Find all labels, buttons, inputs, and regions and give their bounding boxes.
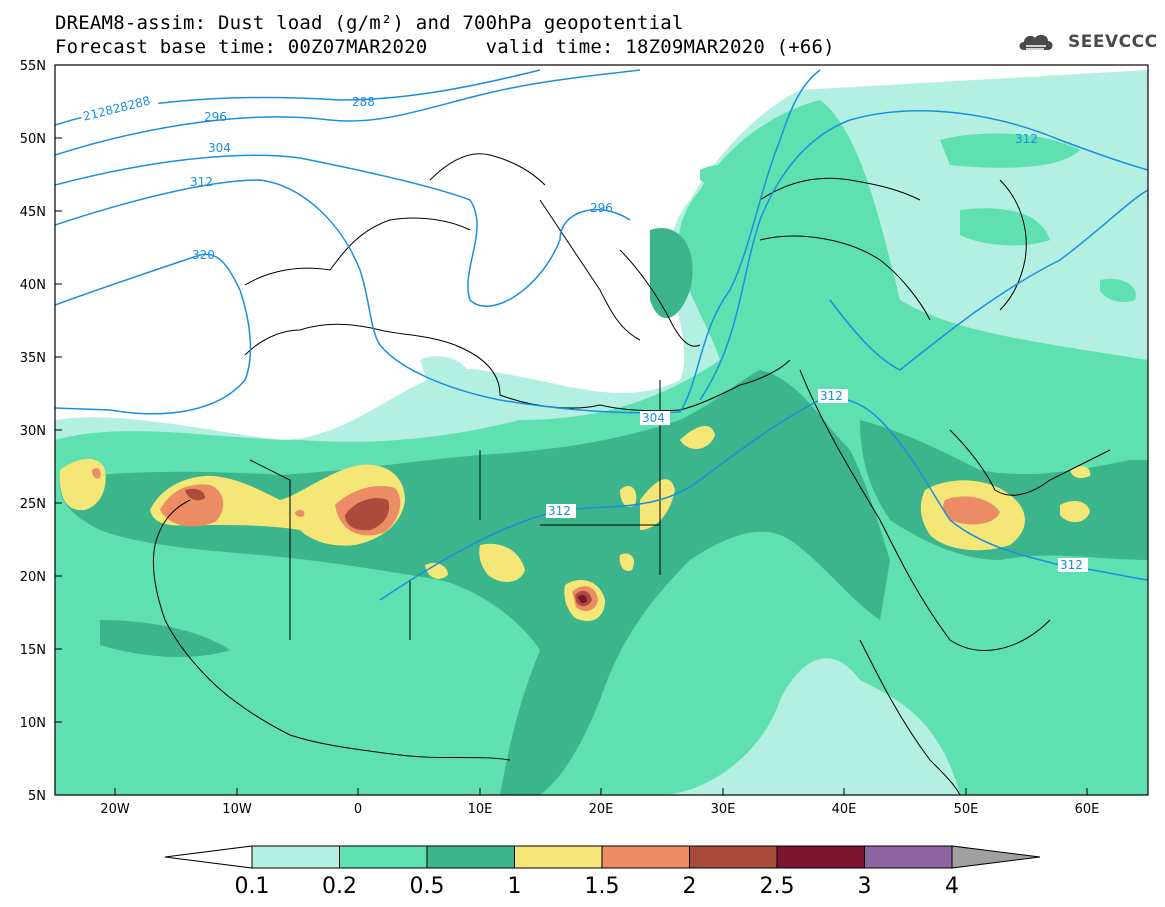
contour-label-312-levant: 312: [820, 389, 843, 403]
colorbar-label: 1.5: [585, 874, 620, 899]
contour-label-312: 312: [190, 175, 213, 189]
lon-label: 20E: [589, 802, 614, 817]
cloud-icon: [1019, 34, 1053, 50]
longitude-axis: 20W 10W 0 10E 20E 30E 40E 50E 60E: [100, 788, 1099, 817]
lat-label: 5N: [28, 789, 46, 804]
map-title: DREAM8-assim: Dust load (g/m²) and 700hP…: [55, 12, 684, 34]
lon-label: 60E: [1075, 802, 1100, 817]
lat-label: 40N: [20, 278, 46, 293]
dust-level-1: [59, 425, 1091, 621]
contour-label-312-arabia: 312: [1060, 558, 1083, 572]
colorbar-over-arrow: [951, 845, 1041, 869]
geopotential-contours: [55, 69, 1148, 601]
lon-label: 10W: [222, 802, 252, 817]
lat-label: 20N: [20, 570, 46, 585]
lat-label: 45N: [20, 205, 46, 220]
colorbar-label: 0.5: [410, 874, 445, 899]
colorbar-swatch: [339, 845, 428, 869]
forecast-time-subtitle: Forecast base time: 00Z07MAR2020 valid t…: [55, 36, 835, 58]
contour-labels: 212828288 288 296 296 304 312 312 320 30…: [79, 90, 1088, 572]
lon-label: 0: [354, 802, 362, 817]
lon-label: 40E: [832, 802, 857, 817]
colorbar-label: 2: [683, 874, 697, 899]
colorbar-label: 3: [858, 874, 872, 899]
contour-label-320: 320: [192, 248, 215, 262]
colorbar-swatch: [514, 845, 603, 869]
dust-field: 212828288 288 296 296 304 312 312 320 30…: [55, 69, 1148, 795]
contour-label-288: 288: [352, 95, 375, 109]
colorbar-label: 2.5: [760, 874, 795, 899]
colorbar-label: 4: [945, 874, 959, 899]
colorbar-swatch: [864, 845, 953, 869]
lat-label: 10N: [20, 716, 46, 731]
colorbar-swatch: [601, 845, 690, 869]
contour-label-304-egypt: 304: [642, 411, 665, 425]
lat-label: 25N: [20, 497, 46, 512]
lon-label: 10E: [468, 802, 493, 817]
lat-label: 30N: [20, 424, 46, 439]
lat-label: 15N: [20, 643, 46, 658]
contour-label-304: 304: [208, 141, 231, 155]
colorbar-swatch: [689, 845, 778, 869]
contour-label-296: 296: [204, 110, 227, 124]
lat-label: 35N: [20, 351, 46, 366]
contour-label-312-ne: 312: [1015, 132, 1038, 146]
colorbar-swatch: [251, 845, 340, 869]
dust-level-2.5: [578, 594, 587, 604]
colorbar-label: 0.2: [322, 874, 357, 899]
colorbar-label: 1: [508, 874, 522, 899]
lon-label: 50E: [954, 802, 979, 817]
lon-label: 30E: [711, 802, 736, 817]
contour-label-312-sahara: 312: [548, 504, 571, 518]
latitude-axis: 55N 50N 45N 40N 35N 30N 25N 20N 15N 10N …: [20, 59, 62, 804]
lat-label: 55N: [20, 59, 46, 74]
colorbar-swatch: [426, 845, 515, 869]
colorbar-under-arrow: [164, 845, 253, 869]
colorbar-swatch: [776, 845, 865, 869]
lon-label: 20W: [100, 802, 130, 817]
lat-label: 50N: [20, 132, 46, 147]
seevccc-logo: SEEVCCC: [1068, 32, 1158, 52]
colorbar: 0.1 0.2 0.5 1 1.5 2 2.5 3 4: [164, 845, 1041, 899]
contour-label-296-east: 296: [590, 201, 613, 215]
coastlines: [152, 153, 1111, 795]
colorbar-label: 0.1: [235, 874, 270, 899]
